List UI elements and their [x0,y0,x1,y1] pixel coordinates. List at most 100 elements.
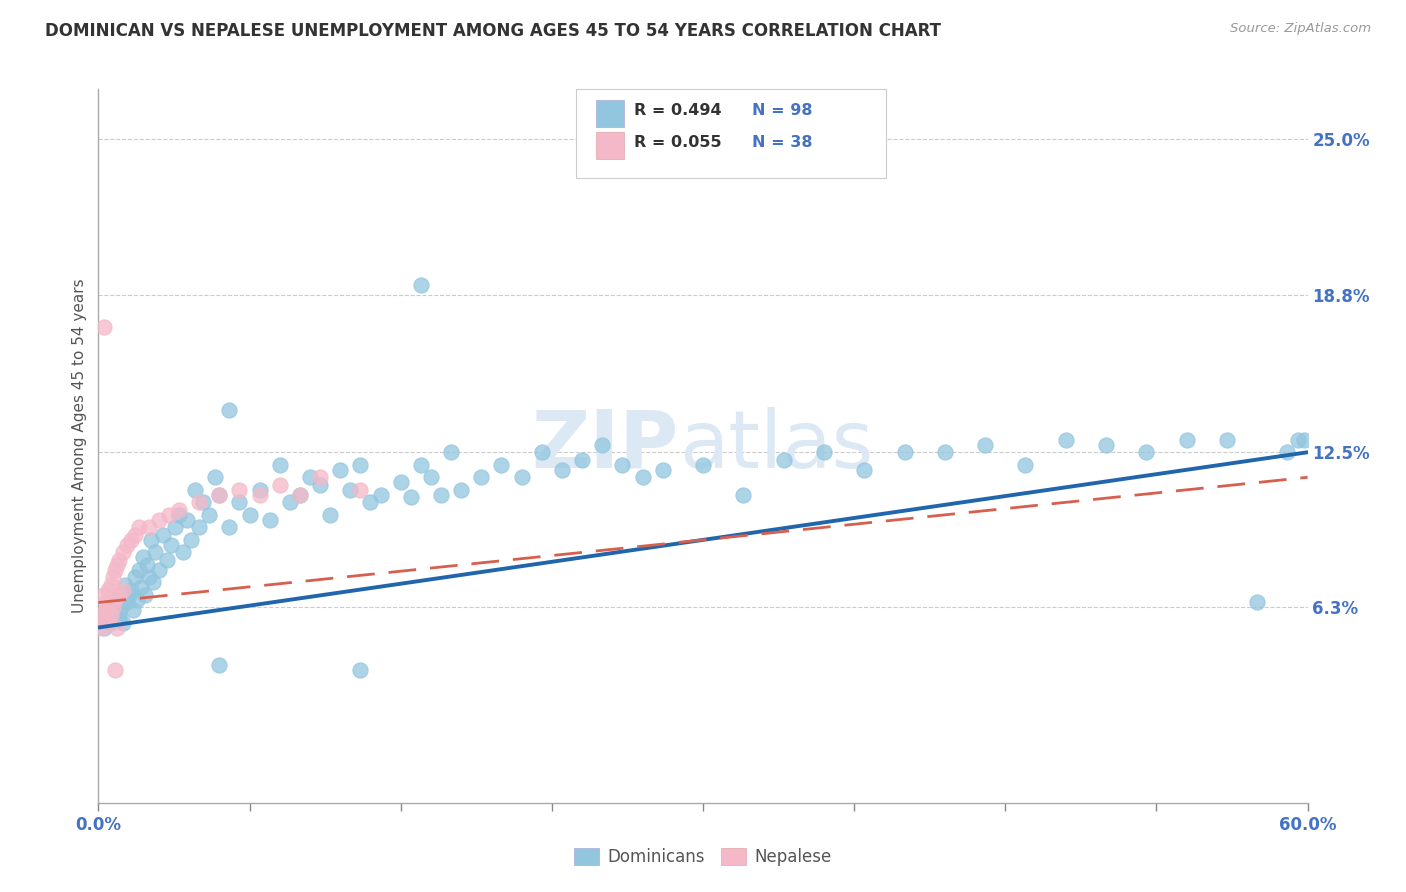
Point [115,595,138,609]
Point [349,458,371,472]
Point [96,603,118,617]
Point [160,538,183,552]
Point [249,483,271,497]
Point [97,613,120,627]
Point [1135,445,1157,459]
Point [91,607,114,622]
Point [491,458,513,472]
Point [591,438,613,452]
Point [1095,438,1118,452]
Point [309,470,332,484]
Point [167,508,190,522]
Point [571,452,593,467]
Point [103,593,125,607]
Point [399,491,422,505]
Point [1246,595,1268,609]
Point [110,600,132,615]
Point [204,470,226,484]
Point [208,488,231,502]
Point [299,470,322,484]
Point [101,598,124,612]
Point [114,578,136,592]
Point [138,570,160,584]
Point [138,520,160,534]
Point [105,593,128,607]
Point [111,582,134,597]
Point [269,478,291,492]
Point [120,582,142,597]
Point [420,470,443,484]
Point [389,475,412,490]
Point [530,445,553,459]
Point [135,558,157,572]
Text: N = 38: N = 38 [752,135,813,150]
Point [118,588,141,602]
Point [101,570,124,584]
Point [239,508,262,522]
Point [107,613,129,627]
Point [1286,433,1309,447]
Point [370,488,392,502]
Point [278,495,301,509]
Point [111,615,134,630]
Point [319,508,342,522]
Point [470,470,492,484]
Point [121,603,143,617]
Point [180,533,202,547]
Point [89,607,111,622]
Point [450,483,472,497]
Point [1014,458,1036,472]
Point [349,663,371,677]
Point [249,488,271,502]
Point [124,570,146,584]
Point [93,588,115,602]
Point [128,563,150,577]
Point [103,610,125,624]
Point [107,553,129,567]
Point [125,593,148,607]
Point [1054,433,1077,447]
Point [97,582,120,597]
Point [132,550,155,565]
Point [176,513,198,527]
Point [893,445,915,459]
Point [218,520,240,534]
Point [440,445,463,459]
Point [152,528,174,542]
Text: R = 0.055: R = 0.055 [634,135,721,150]
Point [974,438,997,452]
Point [111,545,134,559]
Text: atlas: atlas [679,407,873,485]
Point [651,463,673,477]
Point [148,513,170,527]
Point [228,495,250,509]
Point [97,603,120,617]
Point [934,445,956,459]
Point [103,563,125,577]
Text: DOMINICAN VS NEPALESE UNEMPLOYMENT AMONG AGES 45 TO 54 YEARS CORRELATION CHART: DOMINICAN VS NEPALESE UNEMPLOYMENT AMONG… [45,22,941,40]
Point [551,463,574,477]
Point [208,658,231,673]
Point [228,483,250,497]
Point [1216,433,1239,447]
Point [93,613,115,627]
Point [1277,445,1299,459]
Text: N = 98: N = 98 [752,103,813,118]
Point [288,488,311,502]
Point [103,663,125,677]
Point [139,533,162,547]
Point [120,533,142,547]
Point [612,458,634,472]
Point [93,320,115,334]
Point [100,615,122,630]
Point [107,607,129,622]
Point [129,581,152,595]
Point [193,495,215,509]
Point [1292,433,1315,447]
Point [167,503,190,517]
Point [288,488,311,502]
Point [100,578,122,592]
Point [100,607,122,622]
Point [115,538,138,552]
Point [208,488,231,502]
